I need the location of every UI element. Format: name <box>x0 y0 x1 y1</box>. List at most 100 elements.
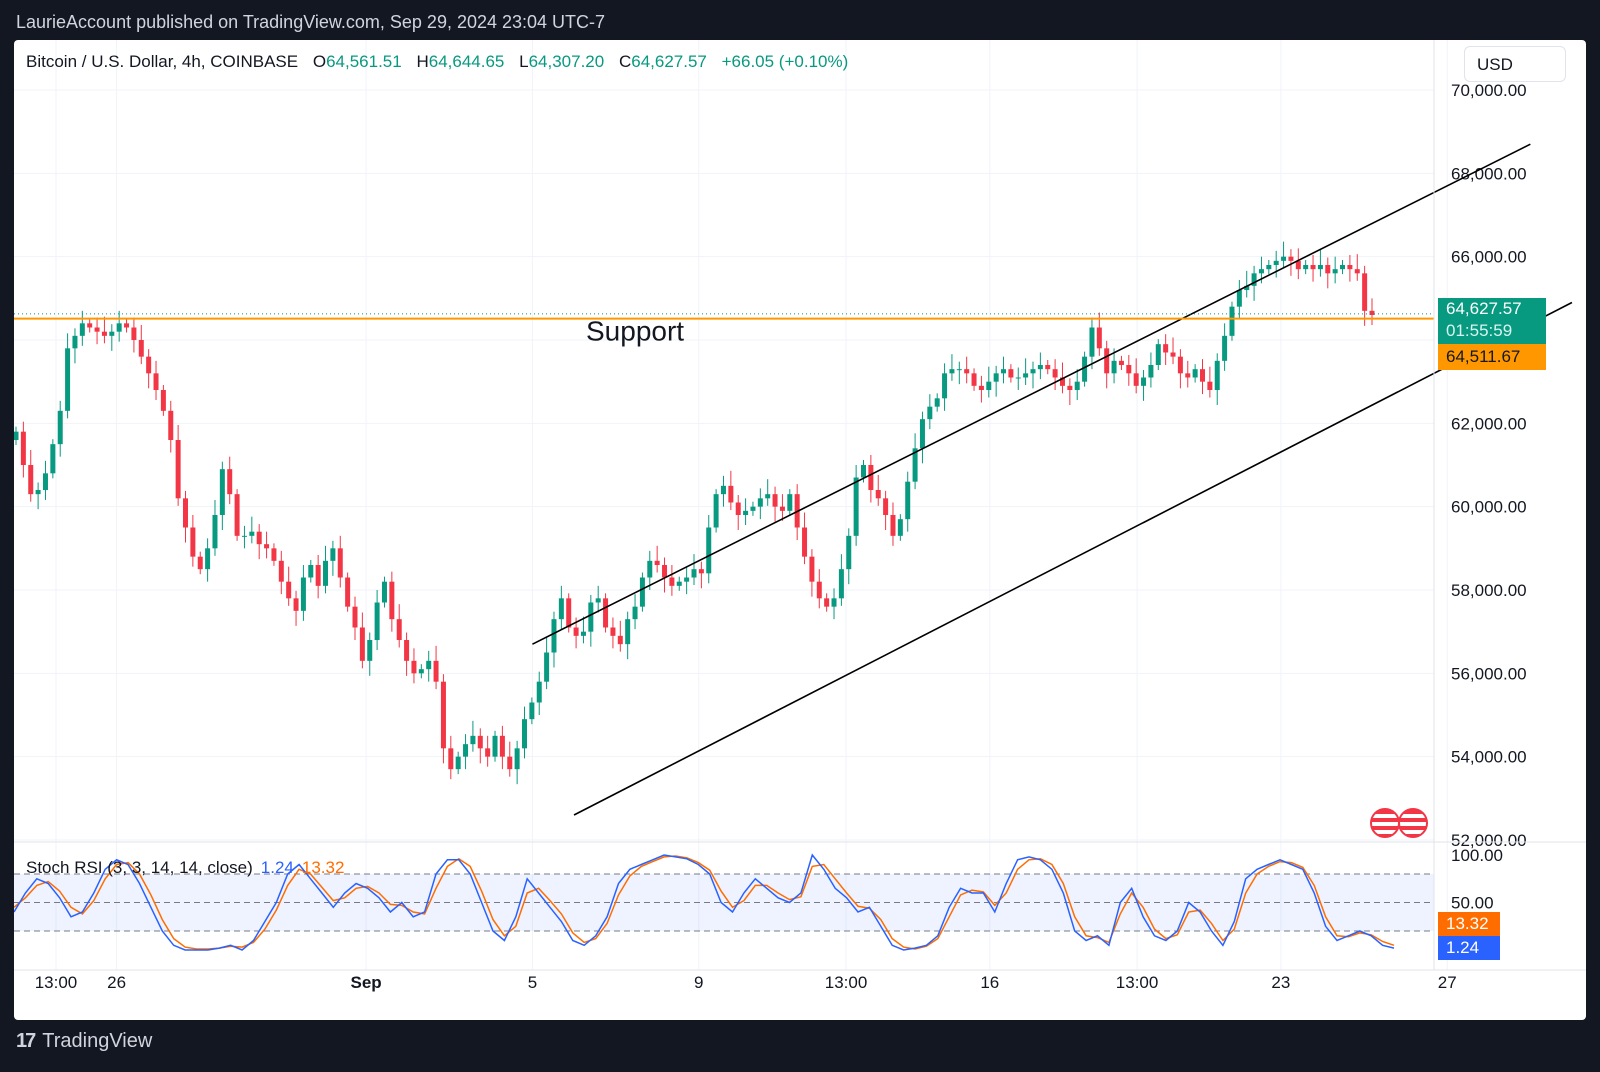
channel-trendline <box>532 143 1531 645</box>
candle-body <box>50 444 56 474</box>
candle-body <box>942 373 948 399</box>
candle-body <box>1089 327 1095 357</box>
candle-body <box>485 748 491 757</box>
candle-body <box>580 631 586 636</box>
candle-body <box>816 581 822 599</box>
candle-body <box>470 735 476 745</box>
candle-body <box>897 519 903 536</box>
candle-body <box>861 465 866 478</box>
candle-body <box>691 569 697 578</box>
candle-body <box>1310 265 1316 270</box>
candle-body <box>65 348 71 411</box>
candle-body <box>190 527 196 557</box>
candle-body <box>883 498 889 515</box>
candle-body <box>1074 381 1080 390</box>
candle-body <box>1052 369 1058 378</box>
low-value: 64,307.20 <box>528 52 605 71</box>
candle-body <box>698 569 704 574</box>
candle-body <box>300 577 306 611</box>
candle-body <box>212 515 218 549</box>
candle-body <box>824 598 830 607</box>
candle-body <box>330 548 336 561</box>
candle-body <box>1340 265 1346 270</box>
candle-body <box>544 652 550 682</box>
rsi-k-line <box>14 853 1395 951</box>
candle-body <box>440 681 446 749</box>
candle-body <box>853 477 859 536</box>
candle-body <box>728 485 734 503</box>
candle-body <box>1104 348 1110 374</box>
candle-body <box>256 531 262 545</box>
candle-body <box>35 490 41 495</box>
symbol-title[interactable]: Bitcoin / U.S. Dollar, 4h, COINBASE <box>26 52 299 71</box>
candle-body <box>14 431 19 440</box>
time-axis-label: 16 <box>980 973 999 992</box>
candle-body <box>1177 356 1183 374</box>
candle-body <box>905 481 911 520</box>
candle-body <box>168 410 174 440</box>
candle-body <box>1133 373 1139 386</box>
us-flag-icon[interactable] <box>1370 808 1400 838</box>
candle-body <box>1126 365 1132 374</box>
candle-body <box>359 627 365 661</box>
candle-body <box>411 660 417 674</box>
candle-body <box>1266 265 1272 270</box>
candle-body <box>116 323 122 332</box>
candle-body <box>271 548 277 561</box>
candle-body <box>418 669 424 674</box>
candle-body <box>381 581 387 603</box>
footer-brand[interactable]: TradingView <box>42 1030 153 1052</box>
price-axis-label: 58,000.00 <box>1451 581 1527 600</box>
candle-body <box>323 560 329 586</box>
tradingview-logo-icon[interactable]: 17 <box>16 1030 36 1052</box>
candle-body <box>389 581 395 620</box>
currency-button[interactable]: USD <box>1464 46 1566 82</box>
candle-body <box>639 577 645 607</box>
high-value: 64,644.65 <box>428 52 505 71</box>
chart-canvas[interactable]: 70,000.0068,000.0066,000.0064,000.0062,0… <box>14 40 1586 1020</box>
candle-body <box>1030 369 1036 374</box>
time-axis-label: Sep <box>351 973 382 992</box>
candle-body <box>1236 290 1242 307</box>
candle-body <box>455 756 461 770</box>
candle-body <box>1200 369 1205 382</box>
price-axis-label: 66,000.00 <box>1451 248 1527 267</box>
low-label: L <box>519 52 529 71</box>
candle-body <box>838 569 844 599</box>
candle-body <box>404 640 410 661</box>
candle-body <box>1059 377 1065 386</box>
candle-body <box>101 331 107 336</box>
ohlc-legend: Bitcoin / U.S. Dollar, 4h, COINBASE O64,… <box>26 52 848 72</box>
rsi-name[interactable]: Stoch RSI (3, 3, 14, 14, close) <box>26 858 253 877</box>
chart-panel[interactable]: 70,000.0068,000.0066,000.0064,000.0062,0… <box>14 40 1586 1020</box>
rsi-k-value: 1.24 <box>260 858 294 877</box>
candle-body <box>1023 373 1029 378</box>
time-axis-label: 27 <box>1438 973 1457 992</box>
candle-body <box>617 635 623 645</box>
us-flag-icon[interactable] <box>1398 808 1428 838</box>
candle-body <box>1192 369 1198 378</box>
candle-body <box>1244 285 1250 290</box>
candle-body <box>765 494 771 499</box>
candle-body <box>367 640 373 661</box>
candle-body <box>1045 365 1051 370</box>
candle-body <box>1155 344 1161 365</box>
candle-body <box>227 469 233 495</box>
candle-body <box>610 627 616 636</box>
time-axis-label: 26 <box>107 973 126 992</box>
footer: 17 TradingView <box>16 1030 152 1053</box>
candle-body <box>426 660 432 670</box>
candle-body <box>529 702 535 720</box>
candle-body <box>20 431 26 465</box>
rsi-k-tag: 1.24 <box>1438 936 1500 960</box>
candle-body <box>684 577 690 582</box>
time-axis-label: 13:00 <box>35 973 78 992</box>
candle-body <box>514 748 520 770</box>
candle-body <box>57 410 63 445</box>
support-price-tag: 64,511.67 <box>1438 344 1546 370</box>
candle-body <box>448 748 454 770</box>
candle-body <box>463 744 469 757</box>
candle-body <box>1251 273 1257 286</box>
time-axis-label: 13:00 <box>1116 973 1159 992</box>
candle-body <box>772 494 778 507</box>
